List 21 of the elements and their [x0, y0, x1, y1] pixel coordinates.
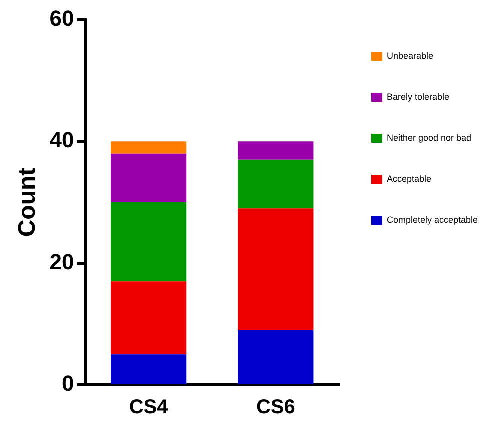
- bar: [111, 154, 187, 202]
- bar: [111, 354, 187, 384]
- y-axis-title: Count: [14, 168, 42, 238]
- bar: [111, 202, 187, 282]
- legend-label: Acceptable: [386, 174, 432, 184]
- bar: [238, 208, 314, 330]
- bar: [111, 142, 187, 154]
- y-tick-label: 60: [50, 6, 74, 32]
- legend-label: Unbearable: [386, 50, 434, 61]
- bar: [238, 142, 314, 160]
- bar: [238, 160, 314, 209]
- x-tick-label: CS6: [256, 396, 296, 419]
- legend-label: Neither good nor bad: [386, 132, 472, 143]
- y-tick-label: 20: [50, 249, 74, 274]
- x-tick-label: CS4: [129, 396, 170, 419]
- bar: [238, 330, 314, 384]
- legend-label: Barely tolerable: [386, 92, 450, 102]
- legend-label: Completely acceptable: [386, 214, 478, 225]
- y-tick-label: 40: [50, 128, 74, 153]
- y-tick-label: 0: [62, 371, 74, 396]
- bar: [111, 282, 187, 355]
